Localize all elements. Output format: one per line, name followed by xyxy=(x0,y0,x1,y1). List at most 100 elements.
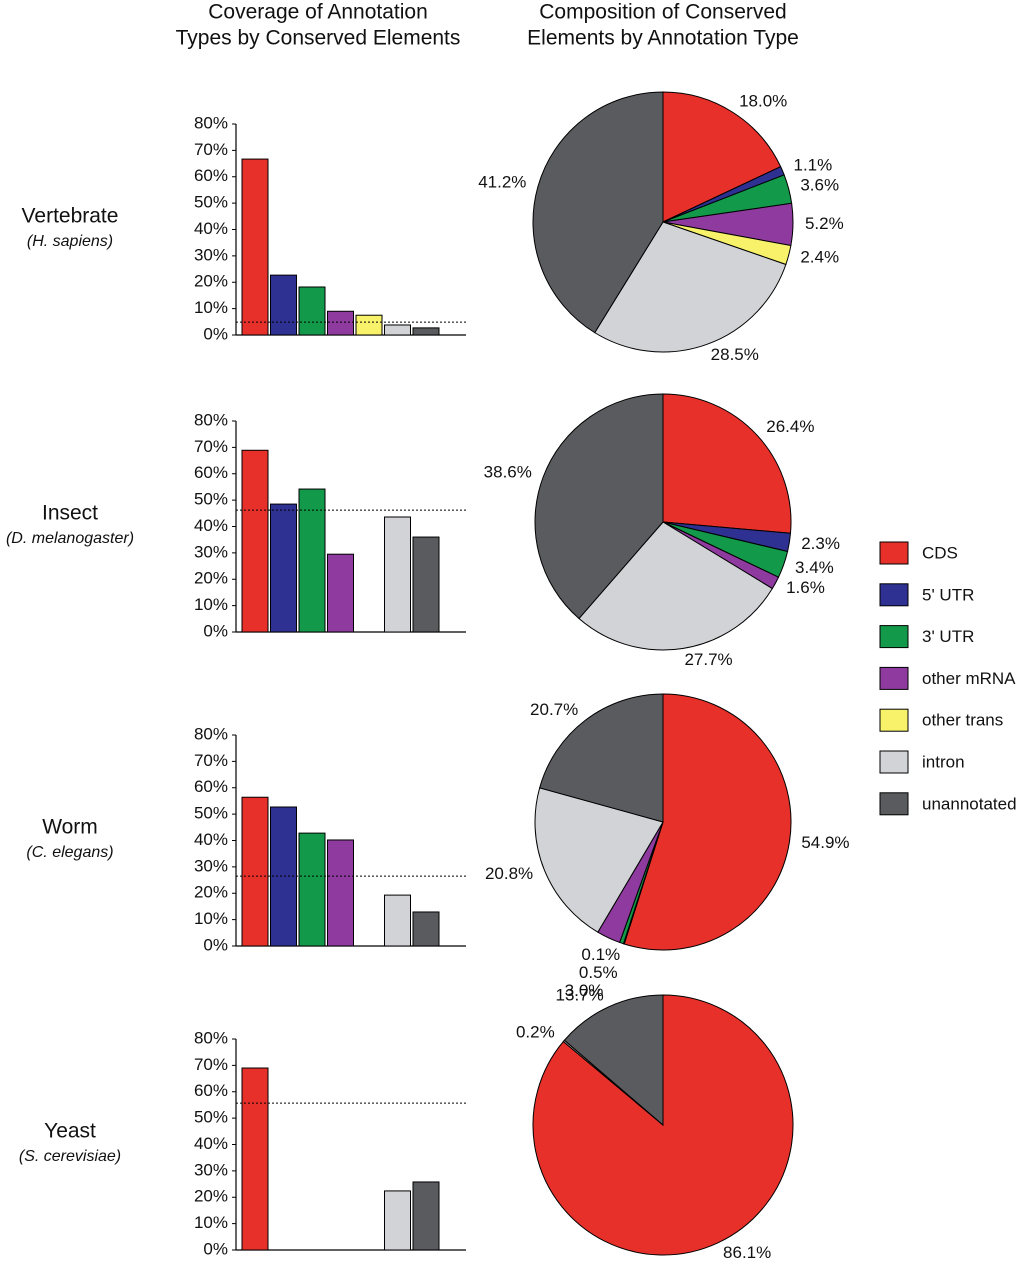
y-tick-label: 20% xyxy=(194,883,228,902)
bar xyxy=(298,488,326,633)
bar xyxy=(412,1181,440,1251)
pie-label: 41.2% xyxy=(478,173,526,192)
pie-label: 27.7% xyxy=(684,650,732,669)
y-tick-label: 20% xyxy=(194,272,228,291)
row-sublabel: (C. elegans) xyxy=(26,844,113,861)
pie-slice xyxy=(623,693,792,951)
pie-label: 3.6% xyxy=(800,175,839,194)
y-tick-label: 50% xyxy=(194,490,228,509)
pie-label: 13.7% xyxy=(556,985,604,1004)
legend-label: 3' UTR xyxy=(922,627,974,646)
pie-label: 0.5% xyxy=(579,963,618,982)
bar xyxy=(412,911,440,947)
legend-swatch xyxy=(879,666,909,690)
y-tick-label: 40% xyxy=(194,830,228,849)
y-tick-label: 20% xyxy=(194,1187,228,1206)
y-tick-label: 70% xyxy=(194,1055,228,1074)
pie-label: 20.7% xyxy=(530,700,578,719)
pie-label: 26.4% xyxy=(766,417,814,436)
bar xyxy=(241,158,269,336)
legend-label: intron xyxy=(922,752,965,771)
y-tick-label: 10% xyxy=(194,1213,228,1232)
pie-label: 28.5% xyxy=(711,345,759,364)
legend-label: other trans xyxy=(922,711,1003,730)
legend-swatch xyxy=(879,541,909,565)
bar xyxy=(384,324,411,336)
y-tick-label: 0% xyxy=(203,1239,228,1258)
y-tick-label: 0% xyxy=(203,621,228,640)
bar xyxy=(241,449,269,633)
pie-label: 0.2% xyxy=(516,1023,555,1042)
row-sublabel: (H. sapiens) xyxy=(27,233,113,250)
legend-swatch xyxy=(879,625,909,649)
bar xyxy=(270,274,297,336)
y-tick-label: 30% xyxy=(194,245,228,264)
y-tick-label: 50% xyxy=(194,804,228,823)
pie-label: 3.4% xyxy=(795,558,834,577)
y-tick-label: 70% xyxy=(194,437,228,456)
y-tick-label: 10% xyxy=(194,595,228,614)
bar xyxy=(298,286,326,336)
pie-slice xyxy=(662,91,782,223)
legend-swatch xyxy=(879,792,909,816)
pie-label: 1.1% xyxy=(793,155,832,174)
pie-label: 54.9% xyxy=(801,833,849,852)
pie-label: 1.6% xyxy=(786,578,825,597)
y-tick-label: 80% xyxy=(194,410,228,429)
y-tick-label: 0% xyxy=(203,324,228,343)
y-tick-label: 40% xyxy=(194,1134,228,1153)
y-tick-label: 70% xyxy=(194,140,228,159)
pie-slice xyxy=(594,221,787,353)
y-tick-label: 50% xyxy=(194,1108,228,1127)
y-tick-label: 60% xyxy=(194,166,228,185)
y-tick-label: 40% xyxy=(194,516,228,535)
pie-slice xyxy=(534,393,664,620)
pie-label: 86.1% xyxy=(723,1243,771,1262)
bar xyxy=(384,1190,411,1251)
pie-slice xyxy=(578,521,774,651)
legend-label: CDS xyxy=(922,543,958,562)
y-tick-label: 40% xyxy=(194,219,228,238)
y-tick-label: 70% xyxy=(194,751,228,770)
bar xyxy=(298,832,326,947)
legend-label: other mRNA xyxy=(922,669,1016,688)
y-tick-label: 60% xyxy=(194,1081,228,1100)
column-title: Composition of Conserved xyxy=(539,1,786,24)
bar xyxy=(327,553,354,633)
y-tick-label: 0% xyxy=(203,935,228,954)
bar xyxy=(412,536,440,633)
pie-slice xyxy=(534,787,664,933)
y-tick-label: 80% xyxy=(194,1028,228,1047)
pie-slice xyxy=(539,693,664,823)
bar xyxy=(241,796,269,947)
pie-label: 2.4% xyxy=(800,248,839,267)
pie-label: 18.0% xyxy=(739,92,787,111)
y-tick-label: 30% xyxy=(194,856,228,875)
bar xyxy=(327,839,354,947)
bar xyxy=(384,894,411,947)
column-title: Coverage of Annotation xyxy=(208,1,428,24)
y-tick-label: 10% xyxy=(194,298,228,317)
y-tick-label: 50% xyxy=(194,193,228,212)
row-sublabel: (D. melanogaster) xyxy=(6,530,134,547)
y-tick-label: 10% xyxy=(194,909,228,928)
y-tick-label: 80% xyxy=(194,724,228,743)
bar xyxy=(241,1067,269,1251)
pie-slice xyxy=(662,393,792,534)
pie-label: 5.2% xyxy=(805,214,844,233)
pie-label: 20.8% xyxy=(485,864,533,883)
column-title: Elements by Annotation Type xyxy=(527,27,799,50)
bar xyxy=(384,516,411,633)
bar xyxy=(412,327,440,336)
column-title: Types by Conserved Elements xyxy=(176,27,461,50)
row-label: Vertebrate xyxy=(22,205,119,228)
y-tick-label: 20% xyxy=(194,569,228,588)
legend-label: unannotated xyxy=(922,794,1017,813)
y-tick-label: 60% xyxy=(194,777,228,796)
pie-slice xyxy=(563,994,664,1127)
bar xyxy=(355,314,383,336)
y-tick-label: 30% xyxy=(194,542,228,561)
pie-label: 38.6% xyxy=(484,462,532,481)
